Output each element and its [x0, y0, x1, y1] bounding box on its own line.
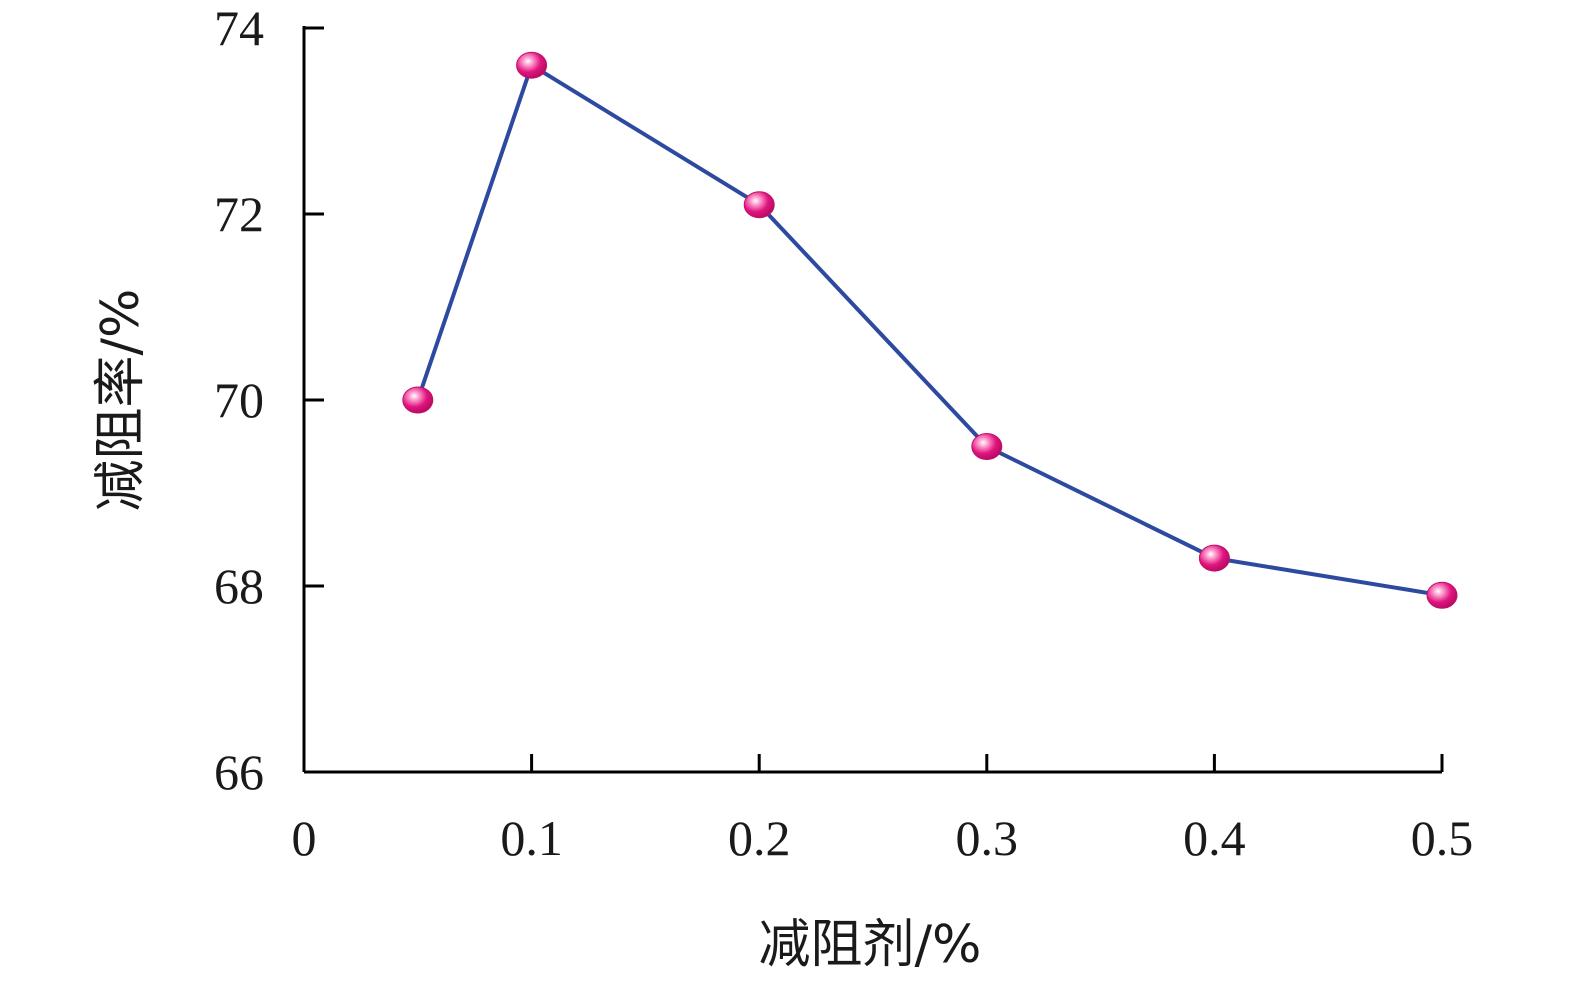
data-point-marker — [516, 51, 548, 79]
x-tick-label: 0.5 — [1411, 810, 1474, 866]
series-line — [415, 63, 1443, 598]
y-tick-label: 66 — [214, 744, 264, 800]
y-tick-label: 70 — [214, 372, 264, 428]
y-axis-title: 减阻率/% — [91, 289, 151, 512]
y-tick-label: 72 — [214, 186, 264, 242]
x-ticks: 0 0.1 0.2 0.3 0.4 0.5 — [292, 754, 1474, 866]
x-tick-label: 0.4 — [1183, 810, 1246, 866]
data-point-marker — [402, 386, 434, 414]
data-point-marker — [743, 191, 775, 219]
axes — [302, 26, 1442, 774]
x-tick-label: 0.3 — [956, 810, 1019, 866]
x-axis-title: 减阻剂/% — [759, 915, 982, 975]
data-point-marker — [1198, 544, 1230, 572]
data-point-marker — [971, 433, 1003, 460]
x-tick-label: 0.1 — [500, 810, 563, 866]
x-tick-label: 0.2 — [728, 810, 791, 866]
y-ticks: 66 68 70 72 74 — [214, 0, 324, 800]
data-point-marker — [1426, 581, 1458, 609]
series — [402, 51, 1458, 609]
y-tick-label: 68 — [214, 558, 264, 614]
y-tick-label: 74 — [214, 0, 264, 56]
x-tick-label: 0 — [292, 810, 317, 866]
